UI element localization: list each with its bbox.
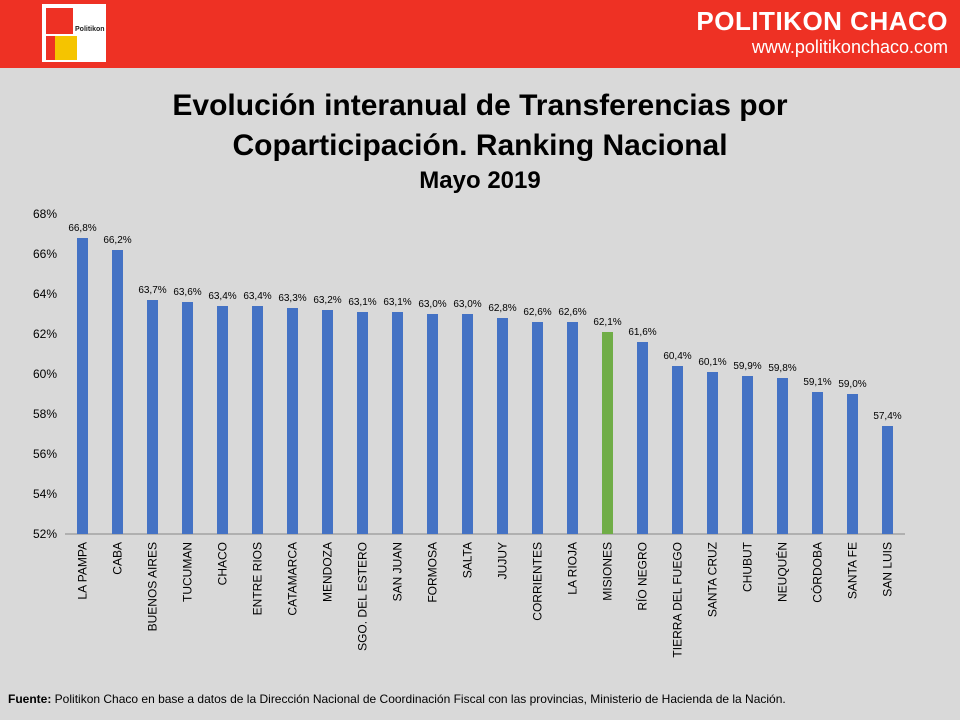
bar-value-label: 63,4%: [243, 291, 271, 302]
category-label: CABA: [111, 542, 125, 575]
bar: [882, 426, 893, 534]
brand-url: www.politikonchaco.com: [751, 37, 948, 57]
bar-value-label: 59,1%: [803, 377, 831, 388]
category-label: SANTA FE: [846, 542, 860, 599]
category-label: SGO. DEL ESTERO: [356, 542, 370, 651]
category-label: ENTRE RIOS: [251, 542, 265, 615]
brand-block: POLITIKON CHACO www.politikonchaco.com: [696, 6, 948, 58]
bar-value-label: 62,8%: [488, 303, 516, 314]
bar: [532, 322, 543, 534]
chart-subtitle: Mayo 2019: [419, 167, 541, 194]
chart-title-line2: Coparticipación. Ranking Nacional: [232, 129, 728, 162]
bar: [462, 314, 473, 534]
footer-label: Fuente:: [8, 692, 52, 706]
y-tick-label: 56%: [33, 447, 57, 461]
bar: [182, 302, 193, 534]
bar-value-label: 59,8%: [768, 363, 796, 374]
bar: [602, 332, 613, 534]
bar: [287, 308, 298, 534]
bar: [847, 394, 858, 534]
category-label: SAN JUAN: [391, 542, 405, 601]
bar: [497, 318, 508, 534]
bar-value-label: 63,0%: [418, 299, 446, 310]
category-label: SALTA: [461, 542, 475, 578]
y-tick-label: 66%: [33, 247, 57, 261]
bar: [637, 342, 648, 534]
category-label: SANTA CRUZ: [706, 542, 720, 617]
bar-value-label: 63,7%: [138, 285, 166, 296]
y-tick-label: 60%: [33, 367, 57, 381]
politikon-logo: Politikon: [42, 4, 106, 62]
bar-value-label: 63,1%: [383, 297, 411, 308]
bar-value-label: 62,6%: [558, 307, 586, 318]
chart-title-line1: Evolución interanual de Transferencias p…: [172, 89, 788, 122]
bar: [357, 312, 368, 534]
bar: [742, 376, 753, 534]
bar-value-label: 61,6%: [628, 327, 656, 338]
bar-value-label: 59,0%: [838, 379, 866, 390]
category-label: SAN LUIS: [881, 542, 895, 597]
bar-value-label: 63,6%: [173, 287, 201, 298]
category-label: CÓRDOBA: [810, 542, 825, 603]
bar: [392, 312, 403, 534]
bar: [217, 306, 228, 534]
category-label: LA RIOJA: [566, 542, 580, 595]
category-label: CATAMARCA: [286, 542, 300, 616]
bar-value-label: 63,3%: [278, 293, 306, 304]
logo-text: Politikon: [75, 26, 105, 33]
bar: [812, 392, 823, 534]
y-tick-label: 64%: [33, 287, 57, 301]
category-label: NEUQUÉN: [775, 542, 790, 602]
bar-value-label: 63,0%: [453, 299, 481, 310]
y-tick-label: 62%: [33, 327, 57, 341]
bar: [77, 238, 88, 534]
bar: [322, 310, 333, 534]
y-tick-label: 68%: [33, 207, 57, 221]
bar-value-label: 66,8%: [68, 223, 96, 234]
category-label: CORRIENTES: [531, 542, 545, 621]
bar: [252, 306, 263, 534]
bar-chart: 52% 54% 56% 58% 60% 62% 64% 66% 68% 66,8% LA PAMPA…: [33, 207, 905, 658]
category-label: TUCUMAN: [181, 542, 195, 602]
bar-value-label: 60,4%: [663, 351, 691, 362]
category-label: BUENOS AIRES: [146, 542, 160, 631]
bar-value-label: 63,4%: [208, 291, 236, 302]
bar: [147, 300, 158, 534]
bar: [567, 322, 578, 534]
category-label: FORMOSA: [426, 542, 440, 603]
category-label: LA PAMPA: [76, 542, 90, 600]
brand-name: POLITIKON CHACO: [696, 6, 948, 36]
category-label: CHACO: [216, 542, 230, 585]
category-label: MISIONES: [601, 542, 615, 601]
y-tick-label: 52%: [33, 527, 57, 541]
bar-value-label: 63,1%: [348, 297, 376, 308]
header-banner: Politikon POLITIKON CHACO www.politikonc…: [0, 0, 960, 68]
bar: [777, 378, 788, 534]
y-tick-label: 58%: [33, 407, 57, 421]
bar-value-label: 63,2%: [313, 295, 341, 306]
bar-value-label: 66,2%: [103, 235, 131, 246]
bar: [672, 366, 683, 534]
y-tick-label: 54%: [33, 487, 57, 501]
bar-value-label: 62,6%: [523, 307, 551, 318]
chart-titles: Evolución interanual de Transferencias p…: [0, 86, 960, 196]
category-label: CHUBUT: [741, 541, 755, 592]
bar-value-label: 60,1%: [698, 357, 726, 368]
source-footer: Fuente: Politikon Chaco en base a datos …: [8, 692, 786, 706]
bar-value-label: 57,4%: [873, 411, 901, 422]
footer-text: Politikon Chaco en base a datos de la Di…: [51, 692, 786, 706]
category-label: JUJUY: [496, 542, 510, 579]
bar-value-label: 62,1%: [593, 317, 621, 328]
bar-value-label: 59,9%: [733, 361, 761, 372]
category-label: RÍO NEGRO: [635, 542, 650, 611]
category-label: TIERRA DEL FUEGO: [671, 542, 685, 658]
bar: [707, 372, 718, 534]
bar: [427, 314, 438, 534]
bar: [112, 250, 123, 534]
category-label: MENDOZA: [321, 542, 335, 602]
